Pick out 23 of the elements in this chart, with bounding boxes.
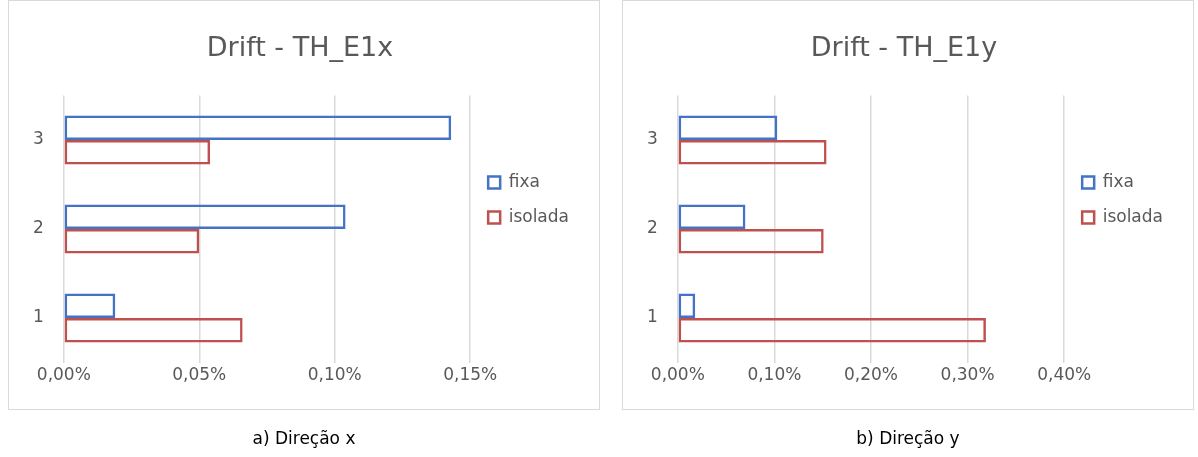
y-tick-label: 1 [646,306,658,327]
x-tick-label: 0,15% [443,364,498,385]
x-tick-label: 0,05% [172,364,227,385]
legend-label: fixa [508,170,540,191]
x-tick-label: 0,30% [940,364,995,385]
x-tick-label: 0,00% [650,364,705,385]
legend-label: fixa [1102,170,1134,191]
x-tick-label: 0,10% [307,364,362,385]
text: a) Direção x [251,428,357,448]
text: b) Direção y [855,428,961,448]
y-tick-label: 2 [646,217,658,238]
x-tick-label: 0,10% [747,364,802,385]
x-tick-label: 0,00% [36,364,91,385]
legend-label: isolada [508,205,570,226]
x-tick-label: 0,40% [1037,364,1092,385]
x-tick-label: 0,20% [843,364,898,385]
chart-title: Drift - TH_E1x [206,31,394,63]
y-tick-label: 3 [32,128,44,149]
y-tick-label: 2 [32,217,44,238]
legend-label: isolada [1102,205,1164,226]
y-tick-label: 3 [646,128,658,149]
chart-title: Drift - TH_E1y [810,31,998,63]
y-tick-label: 1 [32,306,44,327]
